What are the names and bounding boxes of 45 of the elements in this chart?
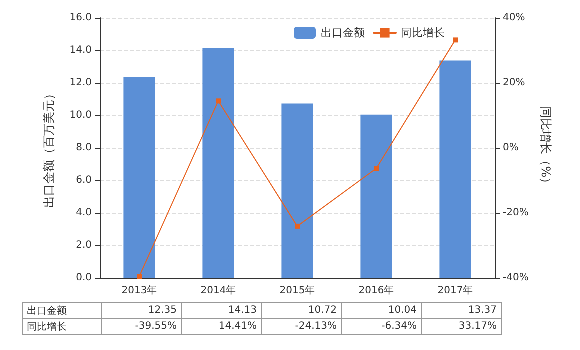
y2-tick-label: 40% [503,12,526,24]
point [374,166,379,172]
data-label: 10.72 [262,302,342,318]
y-tick-label: 8.0 [76,142,92,154]
x-tick-label: 2016年 [358,284,394,296]
data-label: 10.04 [342,302,422,318]
bar [440,60,472,278]
y2-axis-title: 同比增长（%） [539,106,553,190]
y-tick-label: 16.0 [70,12,92,24]
x-tick-label: 2014年 [200,284,236,296]
y2-tick-label: 20% [503,78,526,88]
x-tick-label: 2015年 [280,284,316,296]
point [216,98,221,104]
point [453,38,458,43]
y-tick-label: 12.0 [70,78,92,88]
bar [202,48,234,278]
point [295,224,300,229]
data-label: 14.13 [182,302,262,318]
data-label: -6.34% [342,318,422,334]
data-label: 14.41% [182,318,262,334]
y2-tick-label: -40% [503,272,529,284]
x-tick-label: 2013年 [122,284,158,296]
bar [124,77,156,278]
data-label: 13.37 [422,302,502,318]
data-label: 12.35 [102,302,182,318]
y-tick-label: 6.0 [76,175,92,186]
text: 出口金额 [27,306,67,316]
point [137,274,142,280]
y-axis-title: 出口金额（百万美元） [42,88,56,208]
bar [282,104,314,278]
data-label: 33.17% [422,318,502,334]
legend-label: 出口金额 [321,26,365,40]
x-tick-label: 2017年 [438,284,474,296]
bar [360,114,392,278]
legend-label: 同比增长 [401,26,445,40]
y-tick-label: 2.0 [76,240,92,251]
y2-tick-label: 0% [503,142,519,154]
y-tick-label: 14.0 [70,45,92,56]
text: 同比增长 [27,322,67,332]
y-tick-label: 0.0 [76,272,92,284]
y2-tick-label: -20% [503,208,529,218]
y-tick-label: 10.0 [70,110,92,121]
y-tick-label: 4.0 [76,208,92,218]
data-label: -24.13% [262,318,342,334]
data-label: -39.55% [102,318,182,334]
